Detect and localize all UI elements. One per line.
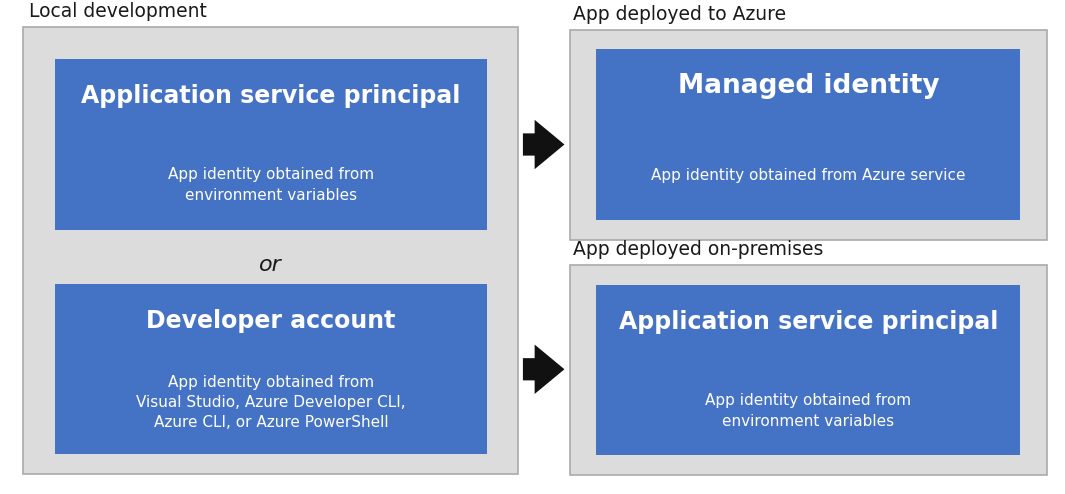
Bar (55, 284, 487, 454)
Text: App identity obtained from
Visual Studio, Azure Developer CLI,
Azure CLI, or Azu: App identity obtained from Visual Studio… (136, 375, 406, 430)
Text: Managed identity: Managed identity (677, 74, 939, 99)
Text: Local development: Local development (29, 2, 207, 21)
Bar (23, 27, 518, 474)
Bar (55, 59, 487, 230)
Bar (596, 49, 1020, 220)
Text: Application service principal: Application service principal (81, 84, 461, 108)
Bar (570, 265, 1047, 475)
Text: App identity obtained from
environment variables: App identity obtained from environment v… (168, 167, 374, 203)
Polygon shape (523, 345, 564, 394)
Bar (570, 30, 1047, 240)
Bar (596, 285, 1020, 455)
Text: App identity obtained from Azure service: App identity obtained from Azure service (651, 168, 966, 183)
Text: Application service principal: Application service principal (619, 310, 998, 334)
Text: App identity obtained from
environment variables: App identity obtained from environment v… (705, 393, 912, 429)
Polygon shape (523, 120, 564, 169)
Text: or: or (259, 255, 282, 275)
Text: App deployed to Azure: App deployed to Azure (573, 5, 786, 24)
Text: Developer account: Developer account (146, 309, 396, 333)
Text: App deployed on-premises: App deployed on-premises (573, 241, 823, 259)
